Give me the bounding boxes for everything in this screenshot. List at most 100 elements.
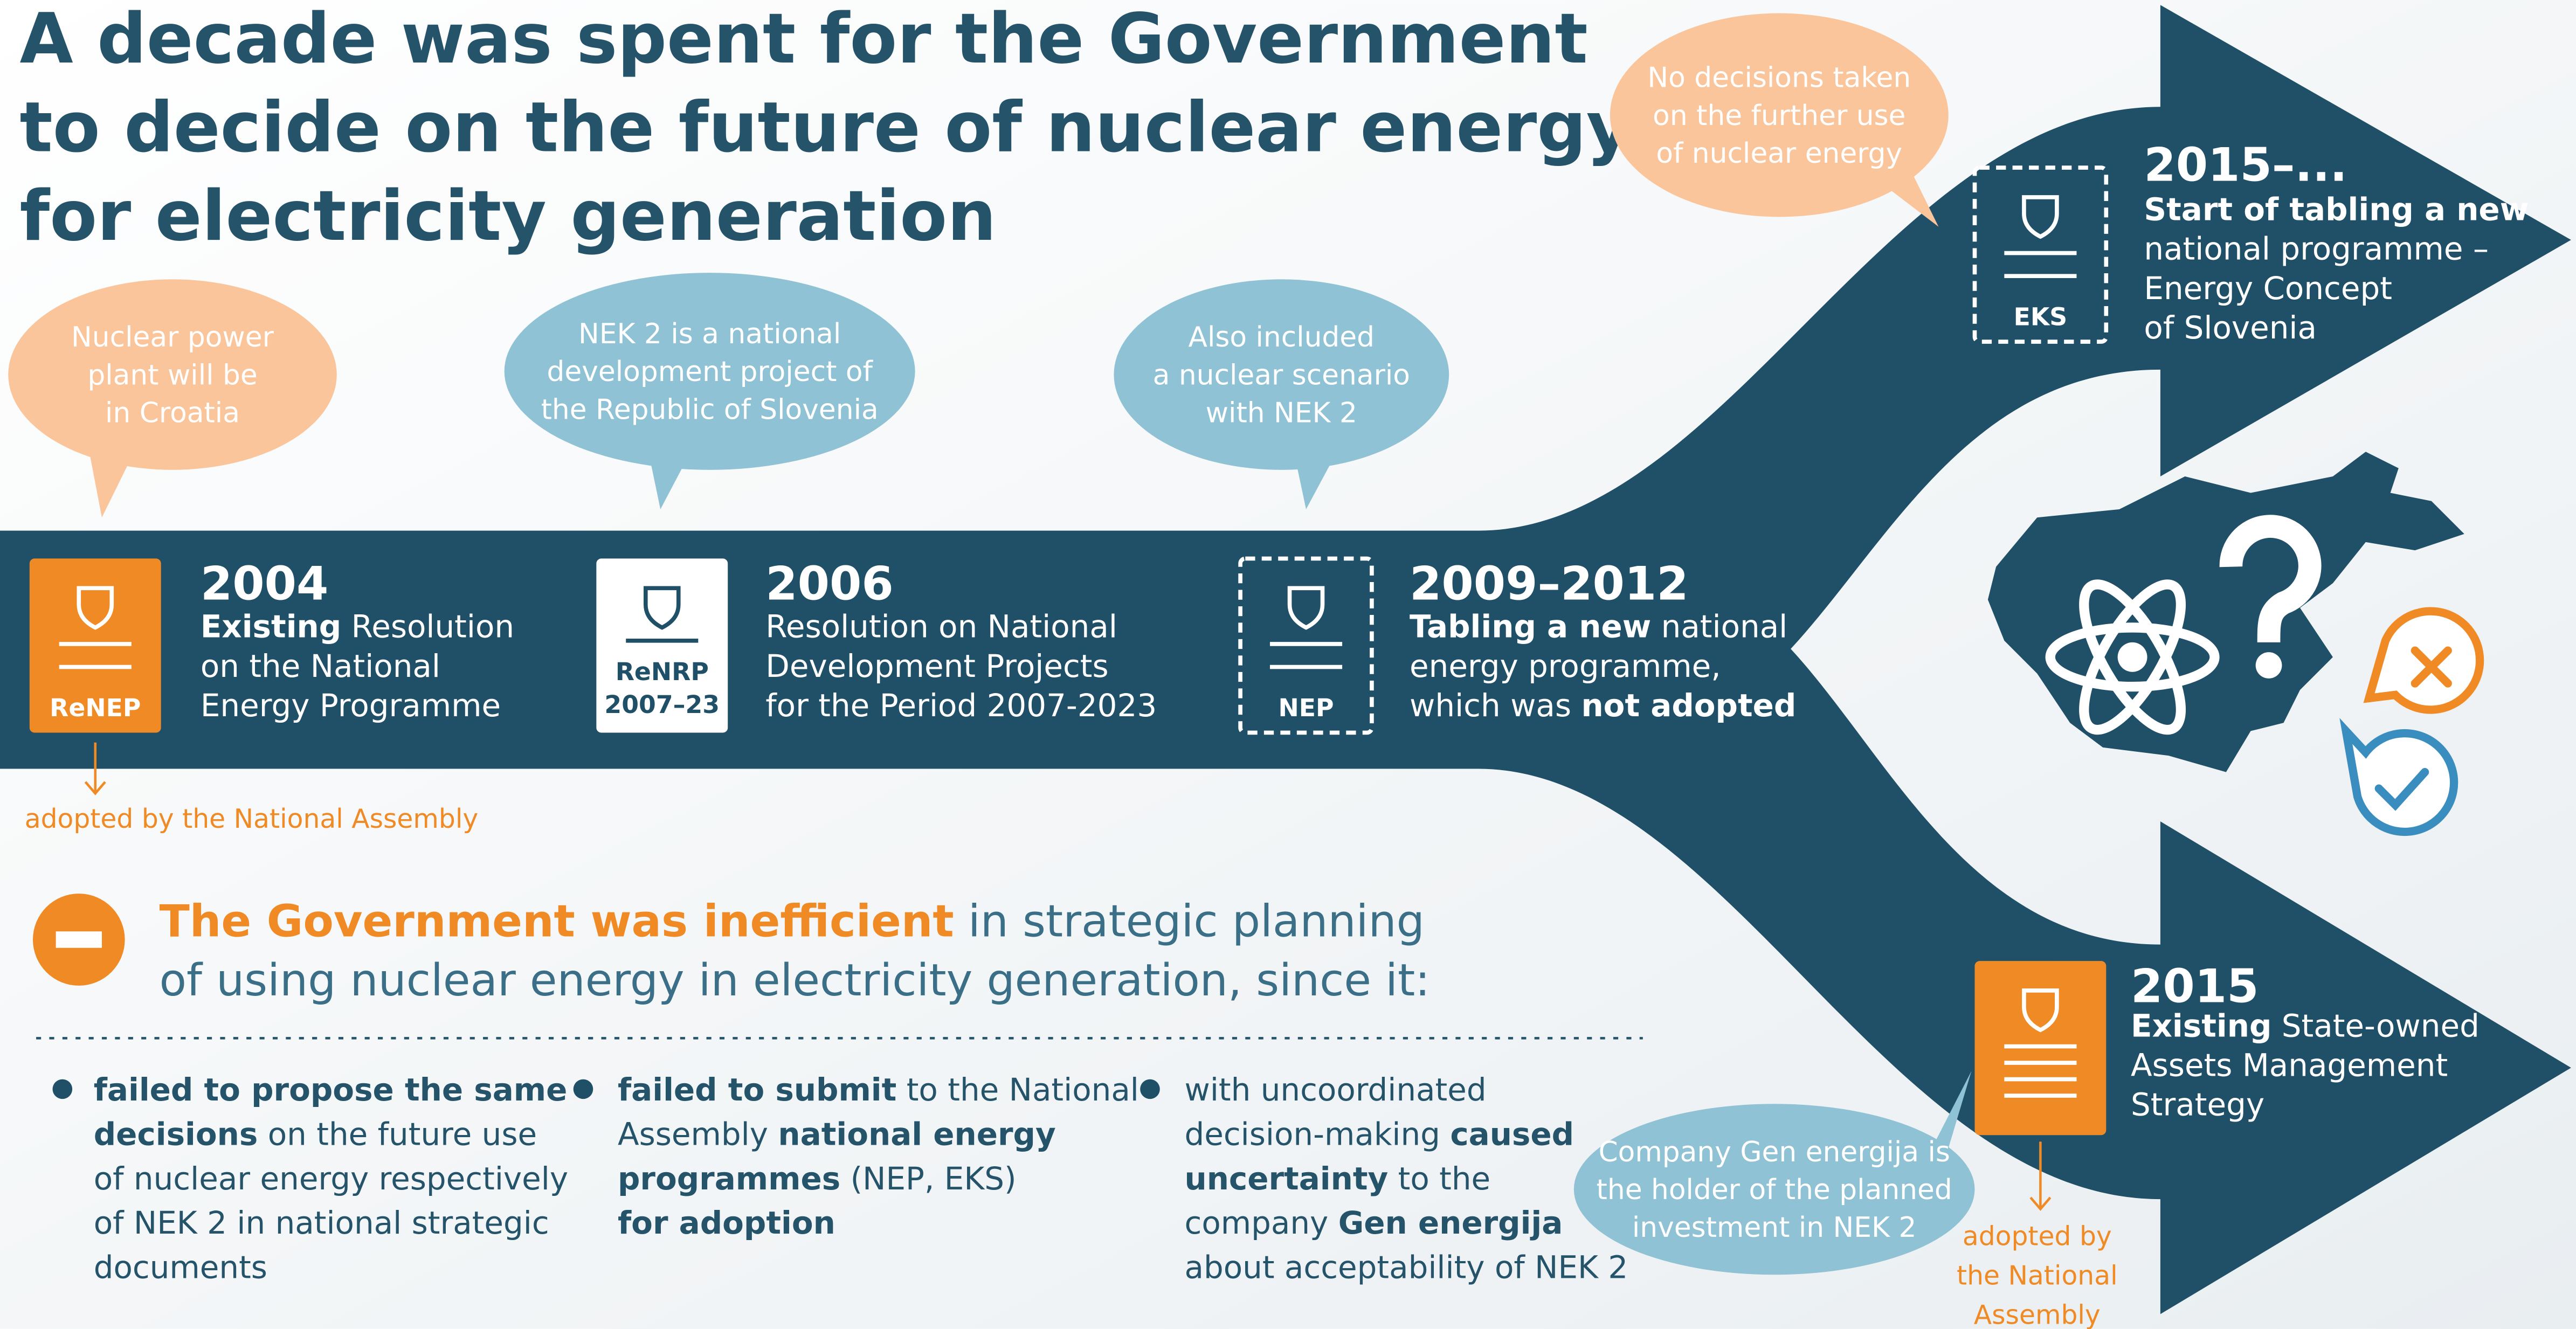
bold-span: failed to submit bbox=[618, 1071, 896, 1108]
reason-text: with uncoordinated bbox=[1184, 1071, 1486, 1108]
event-year: 2009–2012 bbox=[1410, 558, 1689, 611]
bubble-text: investment in NEK 2 bbox=[1632, 1212, 1917, 1244]
title-line: for electricity generation bbox=[20, 176, 997, 257]
badge-shield bbox=[77, 586, 114, 630]
bold-span: national energy bbox=[778, 1116, 1055, 1152]
speech-bubble bbox=[504, 273, 915, 470]
reason-text: failed to submit to the National bbox=[618, 1071, 1139, 1108]
event-text: Tabling a new national bbox=[1410, 608, 1787, 645]
event-year: 2006 bbox=[765, 558, 894, 611]
finding-text: of using nuclear energy in electricity g… bbox=[160, 955, 1430, 1006]
text-span: to the National bbox=[896, 1071, 1139, 1108]
badge-shield bbox=[2022, 988, 2059, 1033]
event-text: Energy Concept bbox=[2144, 270, 2392, 307]
title-line: A decade was spent for the Government bbox=[20, 0, 1588, 79]
bold-span: for adoption bbox=[618, 1205, 835, 1241]
bubble-text: the Republic of Slovenia bbox=[541, 393, 879, 426]
bubble-text: Company Gen energija is bbox=[1598, 1136, 1950, 1168]
badge-label: ReNEP bbox=[50, 694, 141, 722]
reason-text: of NEK 2 in national strategic bbox=[94, 1205, 549, 1241]
bold-span: The Government was inefficient bbox=[160, 896, 954, 947]
bubble-text: Also included bbox=[1189, 321, 1375, 354]
document-badge bbox=[1238, 556, 1374, 735]
text-span: national programme – bbox=[2144, 231, 2488, 267]
text-span: on the future use bbox=[258, 1116, 537, 1152]
approve-icon bbox=[2339, 718, 2458, 836]
reason-text: company Gen energija bbox=[1184, 1205, 1563, 1241]
text-span: (NEP, EKS) bbox=[840, 1160, 1016, 1197]
text-span: Assembly bbox=[618, 1116, 778, 1152]
event-text: Energy Programme bbox=[201, 687, 501, 724]
event-year: 2015 bbox=[2131, 960, 2259, 1013]
badge-label: 2007–23 bbox=[604, 690, 720, 719]
text-span: of Slovenia bbox=[2144, 309, 2317, 346]
bold-span: Existing bbox=[2131, 1007, 2271, 1044]
text-span: of using nuclear energy in electricity g… bbox=[160, 955, 1430, 1006]
text-span: of NEK 2 in national strategic bbox=[94, 1205, 549, 1241]
speech-bubble bbox=[1114, 279, 1449, 470]
text-span: to the bbox=[1388, 1160, 1490, 1197]
bold-span: failed to propose the same bbox=[94, 1071, 568, 1108]
bold-span: caused bbox=[1450, 1116, 1574, 1152]
reason-text: programmes (NEP, EKS) bbox=[618, 1160, 1017, 1197]
document-badge bbox=[596, 558, 728, 733]
badge-shield bbox=[2022, 195, 2059, 239]
text-span: Energy Concept bbox=[2144, 270, 2392, 307]
reason-text: failed to propose the same bbox=[94, 1071, 568, 1108]
event-note: the National bbox=[1957, 1261, 2118, 1291]
event-note: adopted by bbox=[1963, 1221, 2112, 1251]
speech-bubble bbox=[1610, 13, 1949, 217]
event-text: Assets Management bbox=[2131, 1047, 2448, 1083]
bubble-text: on the further use bbox=[1653, 100, 1905, 132]
text-span: Development Projects bbox=[765, 648, 1108, 684]
text-span: documents bbox=[94, 1249, 267, 1285]
text-span: Strategy bbox=[2131, 1086, 2264, 1123]
event-text: energy programme, bbox=[1410, 648, 1721, 684]
bubble-text: No decisions taken bbox=[1647, 62, 1911, 94]
text-span: on the National bbox=[201, 648, 440, 684]
bold-span: decisions bbox=[94, 1116, 258, 1152]
reject-icon bbox=[2363, 607, 2484, 714]
event-text: national programme – bbox=[2144, 231, 2488, 267]
timeline-band bbox=[0, 5, 2571, 1314]
badge-shield bbox=[643, 586, 681, 630]
bullet bbox=[1140, 1079, 1160, 1099]
speech-bubble bbox=[8, 279, 337, 470]
note-arrow bbox=[84, 742, 106, 795]
text-span: Energy Programme bbox=[201, 687, 501, 724]
speech-bubble-tail bbox=[1884, 1071, 1972, 1241]
bubble-text: of nuclear energy bbox=[1656, 137, 1902, 170]
text-span: company bbox=[1184, 1205, 1338, 1241]
bold-span: Existing bbox=[201, 608, 341, 645]
text-span: national bbox=[1651, 608, 1787, 645]
reason-text: about acceptability of NEK 2 bbox=[1184, 1249, 1628, 1285]
reason-text: of nuclear energy respectively bbox=[94, 1160, 568, 1197]
text-span: of nuclear energy respectively bbox=[94, 1160, 568, 1197]
note-arrow bbox=[2029, 1141, 2052, 1211]
speech-bubble bbox=[1573, 1104, 1975, 1275]
reason-text: for adoption bbox=[618, 1205, 835, 1241]
bubble-text: in Croatia bbox=[105, 397, 240, 429]
badge-label: ReNRP bbox=[616, 657, 709, 686]
text-span: with uncoordinated bbox=[1184, 1071, 1486, 1108]
event-text: Existing Resolution bbox=[201, 608, 514, 645]
event-text: Resolution on National bbox=[765, 608, 1117, 645]
bold-span: uncertainty bbox=[1184, 1160, 1388, 1197]
event-text: for the Period 2007-2023 bbox=[765, 687, 1157, 724]
document-badge bbox=[1972, 165, 2109, 344]
event-text: Start of tabling a new bbox=[2144, 191, 2529, 228]
text-span: about acceptability of NEK 2 bbox=[1184, 1249, 1628, 1285]
bubble-text: NEK 2 is a national bbox=[578, 318, 841, 350]
badge-shield bbox=[1287, 586, 1325, 630]
event-text: which was not adopted bbox=[1410, 687, 1796, 724]
minus-icon bbox=[32, 894, 125, 986]
badge-label: NEP bbox=[1279, 694, 1334, 722]
bubble-text: the holder of the planned bbox=[1597, 1174, 1952, 1206]
event-note: adopted by the National Assembly bbox=[25, 804, 479, 834]
text-span: State-owned bbox=[2271, 1007, 2479, 1044]
text-span: energy programme, bbox=[1410, 648, 1721, 684]
text-span: which was bbox=[1410, 687, 1581, 724]
bold-span: Gen energija bbox=[1338, 1205, 1563, 1241]
